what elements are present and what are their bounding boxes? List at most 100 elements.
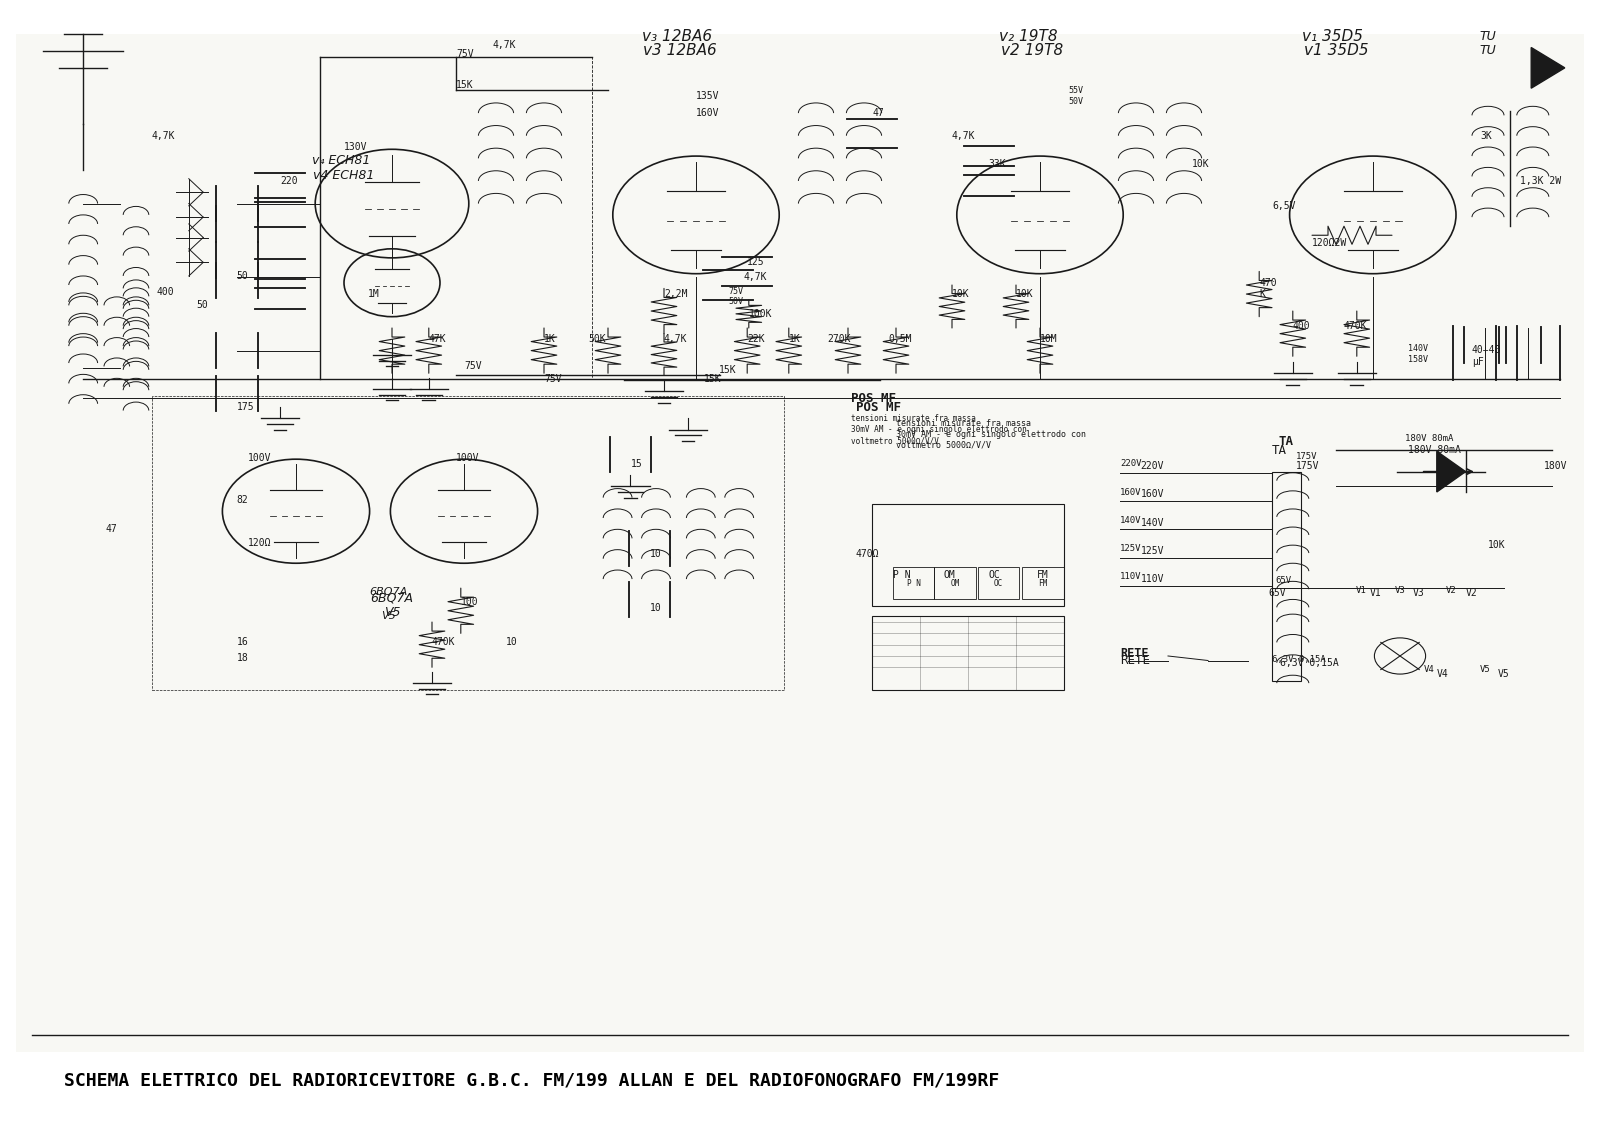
Text: 15: 15: [630, 459, 642, 468]
Text: 15K: 15K: [704, 374, 722, 383]
Text: 75V
50V: 75V 50V: [728, 286, 742, 307]
Text: POS MF: POS MF: [851, 391, 896, 405]
Text: 270K: 270K: [827, 335, 851, 344]
Text: 220: 220: [280, 176, 298, 185]
Text: 15K: 15K: [456, 80, 474, 89]
Text: 140V
158V: 140V 158V: [1408, 344, 1429, 364]
Text: 10: 10: [650, 550, 661, 559]
Text: P N: P N: [907, 579, 920, 588]
Text: 4,7K: 4,7K: [952, 131, 976, 140]
Text: 135V: 135V: [696, 92, 720, 101]
Text: 1K: 1K: [789, 335, 800, 344]
Text: 30mV AM - e ogni singolo elettrodo con: 30mV AM - e ogni singolo elettrodo con: [851, 425, 1027, 434]
Text: 0,5M: 0,5M: [888, 335, 912, 344]
Text: 160V: 160V: [1120, 487, 1141, 497]
Text: TU: TU: [1480, 44, 1496, 58]
Text: 1,3K 2W: 1,3K 2W: [1520, 176, 1562, 185]
Text: 16: 16: [237, 638, 248, 647]
Text: 130V: 130V: [344, 143, 368, 152]
Text: V4: V4: [1424, 665, 1434, 674]
Text: 10: 10: [506, 638, 517, 647]
Text: V2: V2: [1446, 586, 1456, 595]
Text: 1K: 1K: [544, 335, 555, 344]
Text: OC: OC: [994, 579, 1003, 588]
Text: 1M: 1M: [368, 290, 379, 299]
Text: 6,3V 0,15A: 6,3V 0,15A: [1280, 658, 1339, 667]
Text: V5: V5: [1480, 665, 1490, 674]
Text: V2: V2: [1466, 588, 1477, 597]
Text: 175: 175: [237, 403, 254, 412]
Text: 10K: 10K: [1192, 159, 1210, 169]
Text: V1: V1: [1370, 588, 1381, 597]
Text: FM: FM: [1037, 570, 1048, 579]
Text: 180V 80mA: 180V 80mA: [1405, 434, 1453, 443]
Text: v3 12BA6: v3 12BA6: [643, 43, 717, 59]
Text: 40+40
μF: 40+40 μF: [1472, 345, 1501, 368]
Text: P N: P N: [893, 570, 910, 579]
Text: 6BQ7A
V5: 6BQ7A V5: [371, 592, 413, 619]
Text: 10K: 10K: [952, 290, 970, 299]
Text: 220V: 220V: [1120, 459, 1141, 468]
Text: 470K: 470K: [1344, 321, 1368, 330]
Text: 75V: 75V: [456, 50, 474, 59]
Text: 4,7K: 4,7K: [664, 335, 688, 344]
Text: TA: TA: [1278, 434, 1294, 448]
Text: v1 35D5: v1 35D5: [1304, 43, 1368, 59]
Text: 6,5V: 6,5V: [1272, 201, 1296, 210]
FancyBboxPatch shape: [16, 34, 1584, 1052]
Text: 50K: 50K: [589, 335, 606, 344]
Text: 100V: 100V: [248, 454, 272, 463]
Text: 10K: 10K: [1016, 290, 1034, 299]
Text: 75V: 75V: [464, 361, 482, 371]
Text: FM: FM: [1038, 579, 1048, 588]
Text: 180V: 180V: [1544, 461, 1568, 470]
Text: v4 ECH81: v4 ECH81: [314, 169, 374, 182]
Text: 470Ω: 470Ω: [856, 550, 880, 559]
Text: 10K: 10K: [1488, 541, 1506, 550]
Text: 125V: 125V: [1141, 546, 1165, 555]
Text: 2,2M: 2,2M: [664, 290, 688, 299]
Text: V5: V5: [1498, 670, 1509, 679]
Text: 10M: 10M: [1040, 335, 1058, 344]
Text: v₁ 35D5: v₁ 35D5: [1302, 28, 1363, 44]
Text: 4,7K: 4,7K: [152, 131, 176, 140]
Text: 100: 100: [461, 597, 478, 606]
Text: 22K: 22K: [747, 335, 765, 344]
Text: V3: V3: [1413, 588, 1424, 597]
Text: 50: 50: [197, 301, 208, 310]
Text: POS MF: POS MF: [856, 400, 901, 414]
Text: 10: 10: [650, 604, 661, 613]
Text: 47K: 47K: [429, 335, 446, 344]
Text: 4,7K: 4,7K: [744, 273, 768, 282]
Text: 3K: 3K: [1480, 131, 1491, 140]
Text: 140V: 140V: [1141, 518, 1165, 527]
Text: tensioni misurate fra massa: tensioni misurate fra massa: [851, 414, 976, 423]
Text: tensioni misurate fra massa
30mV AM - e ogni singolo elettrodo con
voltmetro 500: tensioni misurate fra massa 30mV AM - e …: [896, 420, 1086, 449]
Text: 110V: 110V: [1141, 575, 1165, 584]
Text: RETE: RETE: [1120, 654, 1150, 667]
Text: 75V: 75V: [544, 374, 562, 383]
Text: V5: V5: [381, 611, 397, 621]
Text: 120Ω: 120Ω: [248, 538, 272, 547]
Text: 110V: 110V: [1120, 572, 1141, 581]
Text: v₄ ECH81: v₄ ECH81: [312, 154, 370, 167]
Text: 125: 125: [747, 258, 765, 267]
Text: TA: TA: [1272, 443, 1286, 457]
Text: 65V: 65V: [1269, 588, 1286, 597]
Text: v₂ 19T8: v₂ 19T8: [1000, 28, 1058, 44]
Text: 18: 18: [237, 654, 248, 663]
Text: 65V: 65V: [1275, 576, 1291, 585]
Text: 4,7K: 4,7K: [493, 41, 517, 50]
Text: OM: OM: [950, 579, 960, 588]
Text: 15K: 15K: [718, 365, 738, 375]
Text: 33K: 33K: [989, 159, 1006, 169]
Text: 55V
50V: 55V 50V: [1069, 86, 1083, 106]
Text: 47: 47: [872, 109, 883, 118]
Text: 100K: 100K: [749, 310, 773, 319]
Text: 220V: 220V: [1141, 461, 1165, 470]
Text: 400: 400: [157, 287, 174, 296]
Text: 160V: 160V: [696, 109, 720, 118]
Text: 6BQ7A: 6BQ7A: [370, 587, 408, 597]
Text: TU: TU: [1480, 29, 1496, 43]
Polygon shape: [1531, 48, 1565, 88]
